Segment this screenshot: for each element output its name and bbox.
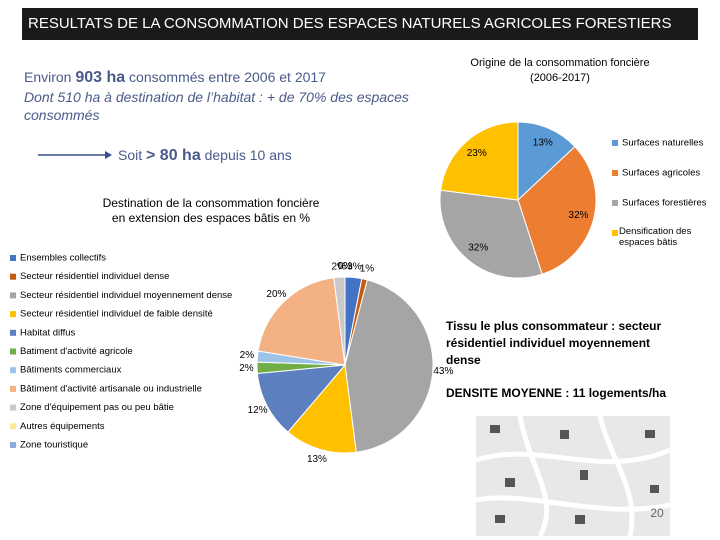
legend-label: Secteur résidentiel individuel dense [20,271,169,282]
data-label: 20% [266,289,286,300]
legend-label: Batiment d'activité agricole [20,346,133,357]
data-label: 32% [568,210,588,221]
arrow-head [105,151,112,159]
legend-swatch [10,329,16,336]
legend-swatch [10,348,16,355]
data-label: 13% [533,137,553,148]
text: > 80 ha [146,147,201,164]
legend-swatch [10,255,16,261]
pie-slice [439,189,543,279]
pie-slice [287,363,357,454]
intro-line: Environ 903 ha consommés entre 2006 et 2… [24,69,326,87]
data-label: 32% [468,243,488,254]
legend-swatch [10,385,16,392]
slide-title: RESULTATS DE LA CONSOMMATION DES ESPACES… [28,15,671,32]
data-label: 2% [331,261,346,272]
data-label: 12% [248,405,268,416]
text: 903 ha [75,69,125,86]
map-bg [476,416,670,536]
data-label: 1% [360,264,375,275]
legend-label: Zone d'équipement pas ou peu bâtie [20,402,174,413]
data-label: 23% [467,148,487,159]
data-label: 2% [239,363,254,374]
pie-slice [517,145,597,275]
legend-swatch [612,230,618,236]
intro-line3: Soit > 80 ha depuis 10 ans [118,147,292,165]
pie-slice [257,277,346,366]
chart-subtitle: (2006-2017) [530,72,590,84]
text: Dont 510 ha à destination de l’habitat :… [24,89,409,123]
legend-swatch [10,423,16,430]
legend-swatch [612,200,618,206]
text: Tissu le plus consommateur : secteur rés… [446,319,662,367]
data-label: 43% [433,366,453,377]
data-label: 0% [338,261,353,272]
map-image [475,415,671,538]
intro-line2: Dont 510 ha à destination de l’habitat :… [24,89,409,123]
map-roads [475,415,671,538]
chart-title: Destination de la consommation foncière … [102,196,320,225]
data-label: 2% [240,350,255,361]
legend-swatch [10,311,16,318]
legend-label: Ensembles collectifs [20,253,106,264]
legend-label: Secteur résidentiel individuel de faible… [20,309,213,320]
legend-swatch [10,292,16,299]
legend-box: Densification des espaces bâtis [619,226,692,248]
legend-label: Surfaces forestières [622,198,707,209]
text: depuis 10 ans [201,147,292,163]
legend-swatch [10,442,16,448]
page-number: 20 [650,506,664,520]
text: consommés entre 2006 et 2017 [125,69,326,85]
pie-slice [440,121,519,201]
legend-label: Secteur résidentiel individuel moyenneme… [20,290,232,301]
legend-label: Habitat diffus [20,327,76,338]
data-label: 13% [307,454,327,465]
note-tissu: Tissu le plus consommateur : secteur rés… [446,319,662,367]
pie-slice [517,121,576,202]
legend-swatch [10,404,16,411]
legend-label: Surfaces naturelles [622,138,704,149]
title-bar [22,8,698,40]
legend-label: Bâtiment d'activité artisanale ou indust… [20,383,202,394]
pie-slice [256,364,347,433]
legend-label: Surfaces agricoles [622,168,700,179]
chart-title-box: Destination de la consommation foncière … [102,196,320,225]
legend-label: Bâtiments commerciaux [20,365,122,376]
pie-slice [344,279,434,453]
text: Environ [24,69,75,85]
legend-swatch [612,170,618,176]
legend-label: Zone touristique [20,440,88,451]
note-densite: DENSITE MOYENNE : 11 logements/ha [446,386,666,400]
chart-title: Origine de la consommation foncière [470,57,649,69]
text: Soit [118,147,146,163]
legend-label: Autres équipements [20,421,105,432]
legend-swatch [10,367,16,374]
data-label: 3% [347,262,362,273]
legend-swatch [612,140,618,146]
legend-swatch [10,273,16,280]
legend-label: Densification des espaces bâtis [619,226,692,248]
data-label: 0% [338,261,353,272]
